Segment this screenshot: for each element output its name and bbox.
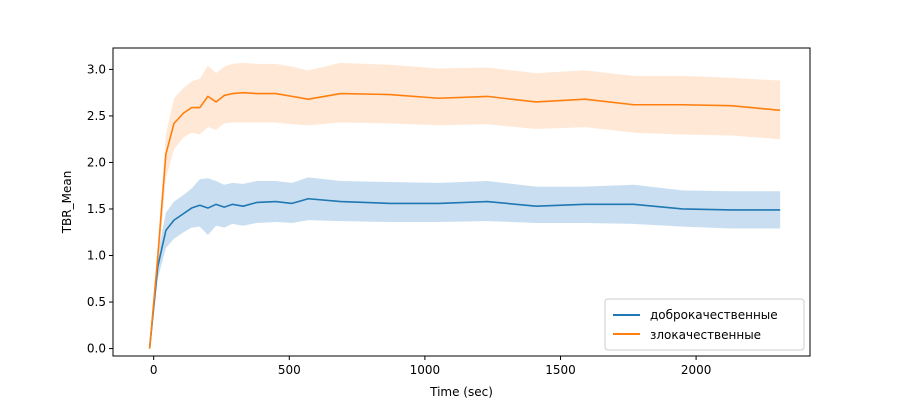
x-tick-label: 2000 (681, 363, 712, 377)
band-series-0 (149, 177, 781, 349)
x-tick-label: 1500 (545, 363, 576, 377)
y-tick-label: 3.0 (87, 62, 106, 76)
legend-entry-benign: доброкачественные (650, 308, 778, 322)
legend-entry-malignant: злокачественные (650, 328, 761, 342)
y-tick-label: 0.0 (87, 342, 106, 356)
line-series-0 (148, 197, 781, 349)
y-axis-ticks: 0.0 0.5 1.0 1.5 2.0 2.5 3.0 (87, 62, 113, 356)
y-tick-label: 0.5 (87, 295, 106, 309)
legend-box (604, 298, 805, 351)
line-series-1 (148, 91, 781, 349)
plot-frame (112, 47, 811, 357)
y-tick-label: 2.0 (87, 155, 106, 169)
series-lines (148, 91, 781, 349)
x-tick-label: 0 (150, 363, 158, 377)
y-axis-label: TBR_Mean (60, 171, 74, 235)
x-axis-ticks: 0 500 1000 1500 2000 (150, 356, 712, 377)
y-tick-label: 1.0 (87, 249, 106, 263)
x-tick-label: 1000 (410, 363, 441, 377)
x-tick-label: 500 (278, 363, 301, 377)
legend: доброкачественные злокачественные (604, 298, 805, 351)
y-tick-label: 2.5 (87, 109, 106, 123)
x-axis-label: Time (sec) (429, 385, 493, 399)
y-tick-label: 1.5 (87, 202, 106, 216)
band-series-1 (149, 62, 781, 349)
confidence-bands (149, 62, 781, 349)
